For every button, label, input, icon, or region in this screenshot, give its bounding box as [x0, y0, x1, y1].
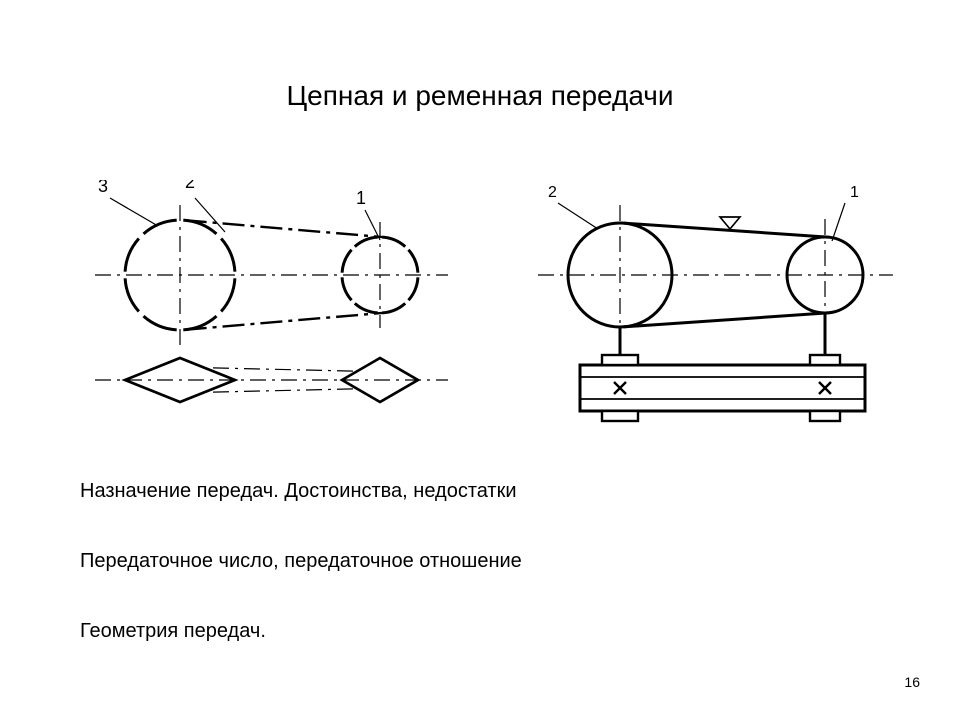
label-l1: 1	[850, 185, 859, 201]
diagram-belt-drive: 12	[520, 185, 920, 440]
label-l3: 3	[98, 180, 108, 196]
diagram-chain-drive: 1 2 3	[70, 180, 460, 440]
paragraph-purpose: Назначение передач. Достоинства, недоста…	[80, 480, 517, 503]
label-l1: 1	[356, 188, 366, 208]
page-number: 16	[904, 674, 920, 690]
label-l2: 2	[185, 180, 195, 192]
paragraph-ratio: Передаточное число, передаточное отношен…	[80, 550, 522, 573]
page-title: Цепная и ременная передачи	[0, 80, 960, 112]
label-l2: 2	[548, 185, 557, 201]
paragraph-geometry: Геометрия передач.	[80, 620, 266, 643]
page-root: Цепная и ременная передачи 123 12 Назнач…	[0, 0, 960, 720]
